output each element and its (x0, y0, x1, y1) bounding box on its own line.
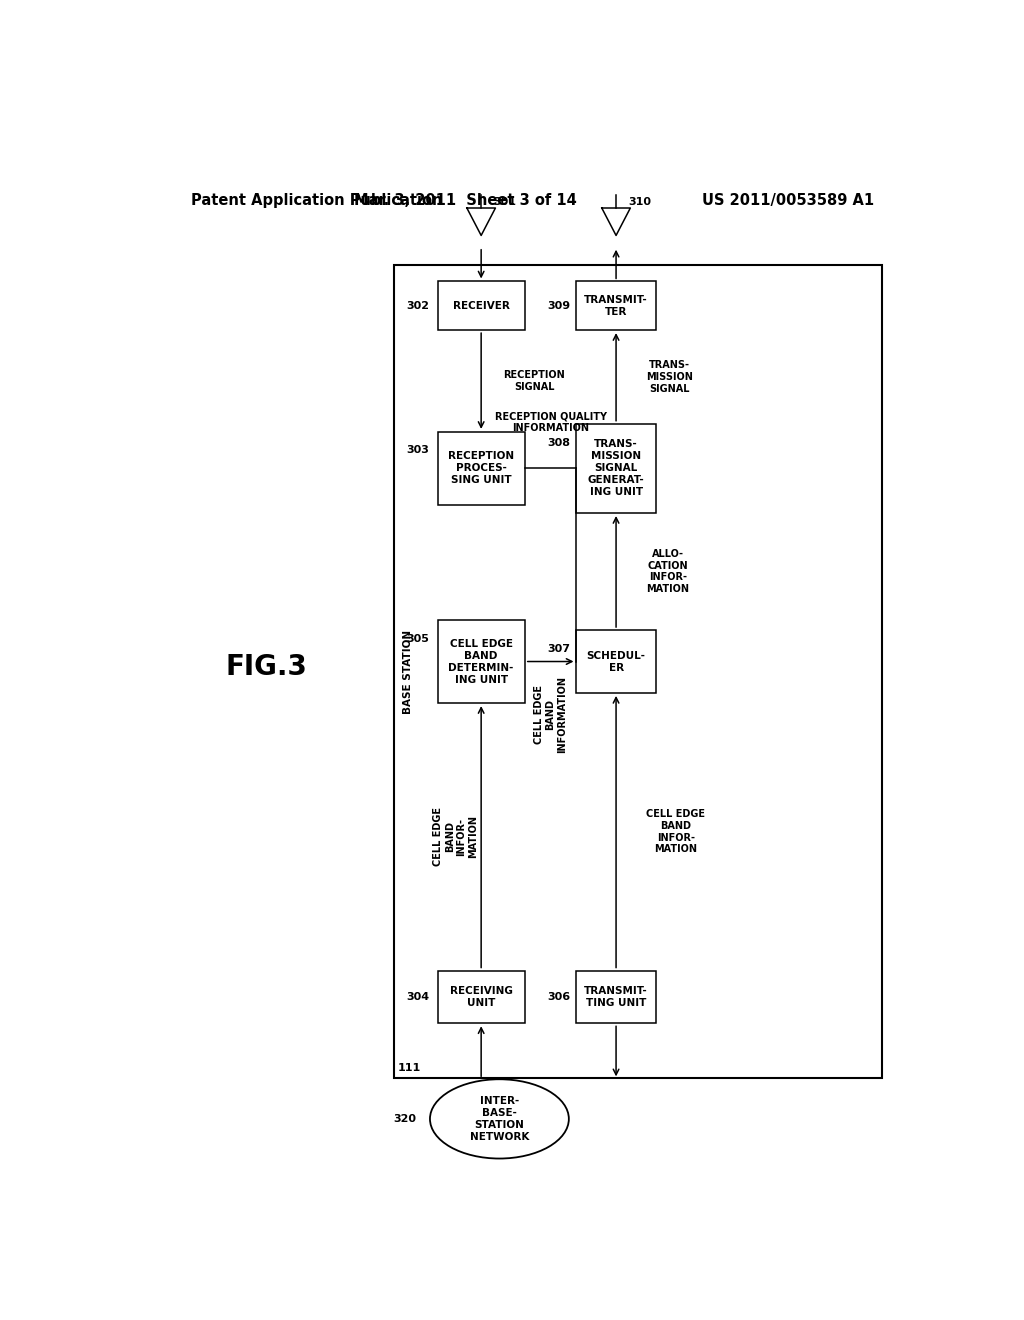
FancyBboxPatch shape (437, 432, 524, 506)
FancyBboxPatch shape (437, 281, 524, 330)
Text: Patent Application Publication: Patent Application Publication (191, 193, 443, 209)
Text: 307: 307 (547, 644, 570, 655)
FancyBboxPatch shape (577, 424, 655, 513)
Text: BASE STATION: BASE STATION (403, 630, 413, 714)
Text: CELL EDGE
BAND
INFOR-
MATION: CELL EDGE BAND INFOR- MATION (646, 809, 706, 854)
FancyBboxPatch shape (577, 281, 655, 330)
Text: 305: 305 (407, 634, 430, 644)
Text: CELL EDGE
BAND
INFORMATION: CELL EDGE BAND INFORMATION (534, 676, 567, 752)
Text: 308: 308 (547, 438, 570, 447)
Text: RECEPTION
PROCES-
SING UNIT: RECEPTION PROCES- SING UNIT (449, 451, 514, 486)
Text: SCHEDUL-
ER: SCHEDUL- ER (587, 651, 645, 672)
Text: 301: 301 (494, 197, 516, 207)
FancyBboxPatch shape (437, 620, 524, 704)
Text: TRANS-
MISSION
SIGNAL
GENERAT-
ING UNIT: TRANS- MISSION SIGNAL GENERAT- ING UNIT (588, 440, 644, 498)
Text: 306: 306 (547, 991, 570, 1002)
Text: 309: 309 (547, 301, 570, 310)
Text: RECEIVING
UNIT: RECEIVING UNIT (450, 986, 513, 1008)
Text: TRANSMIT-
TING UNIT: TRANSMIT- TING UNIT (584, 986, 648, 1008)
FancyBboxPatch shape (577, 630, 655, 693)
Text: RECEIVER: RECEIVER (453, 301, 510, 310)
Text: CELL EDGE
BAND
DETERMIN-
ING UNIT: CELL EDGE BAND DETERMIN- ING UNIT (449, 639, 514, 685)
Text: FIG.3: FIG.3 (226, 652, 308, 681)
Text: Mar. 3, 2011  Sheet 3 of 14: Mar. 3, 2011 Sheet 3 of 14 (354, 193, 577, 209)
Text: 304: 304 (407, 991, 430, 1002)
Text: US 2011/0053589 A1: US 2011/0053589 A1 (701, 193, 873, 209)
Text: TRANSMIT-
TER: TRANSMIT- TER (584, 294, 648, 317)
Text: TRANS-
MISSION
SIGNAL: TRANS- MISSION SIGNAL (646, 360, 693, 393)
Text: 111: 111 (397, 1063, 421, 1073)
Text: 303: 303 (407, 445, 430, 455)
Text: 320: 320 (393, 1114, 416, 1123)
Text: 310: 310 (628, 197, 651, 207)
Text: 302: 302 (407, 301, 430, 310)
Text: RECEPTION
SIGNAL: RECEPTION SIGNAL (504, 370, 565, 392)
Text: INTER-
BASE-
STATION
NETWORK: INTER- BASE- STATION NETWORK (470, 1096, 529, 1142)
Text: RECEPTION QUALITY
INFORMATION: RECEPTION QUALITY INFORMATION (495, 412, 606, 433)
FancyBboxPatch shape (577, 970, 655, 1023)
Text: ALLO-
CATION
INFOR-
MATION: ALLO- CATION INFOR- MATION (646, 549, 689, 594)
FancyBboxPatch shape (394, 265, 882, 1078)
Text: CELL EDGE
BAND
INFOR-
MATION: CELL EDGE BAND INFOR- MATION (433, 808, 478, 866)
FancyBboxPatch shape (437, 970, 524, 1023)
Ellipse shape (430, 1080, 569, 1159)
